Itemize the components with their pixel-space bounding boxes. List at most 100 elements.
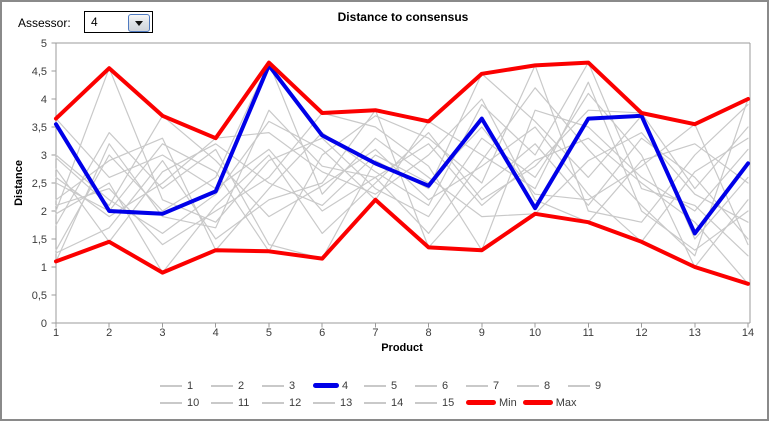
x-tick-label: 11	[583, 327, 594, 339]
legend-item-10[interactable]: 10	[160, 397, 211, 409]
legend-label-2: 2	[238, 379, 245, 392]
series-line-Min	[54, 197, 750, 286]
legend-label-8: 8	[544, 379, 551, 392]
series-line-12	[55, 61, 749, 257]
chevron-down-icon	[135, 20, 143, 26]
series-line-9	[55, 81, 749, 251]
legend-label-6: 6	[442, 379, 449, 392]
legend-label-4: 4	[342, 379, 349, 392]
y-axis-title: Distance	[13, 160, 25, 206]
y-tick-label: 1	[41, 262, 47, 274]
legend-item-12[interactable]: 12	[262, 397, 313, 409]
x-tick-label: 14	[742, 327, 754, 339]
x-tick-label: 2	[106, 327, 112, 339]
legend-marker-8	[517, 384, 539, 387]
legend-item-Max[interactable]: Max	[522, 396, 583, 409]
legend-row-1: 1 2 3 4 5 6 7 8 9	[160, 377, 720, 394]
legend-marker-5	[364, 384, 386, 387]
assessor-dropdown-value: 4	[91, 15, 98, 29]
legend-item-13[interactable]: 13	[313, 397, 364, 409]
x-tick-label: 13	[689, 327, 701, 339]
series-line-8	[55, 109, 749, 254]
legend-label-5: 5	[391, 379, 398, 392]
legend-marker-9	[568, 384, 590, 387]
legend-marker-Max	[522, 400, 553, 405]
legend-marker-11	[211, 401, 233, 404]
assessor-label: Assessor:	[18, 16, 71, 30]
assessor-dropdown[interactable]: 4	[84, 11, 153, 33]
x-tick-label: 7	[372, 327, 378, 339]
legend-marker-14	[364, 401, 386, 404]
series-line-13	[55, 109, 749, 274]
legend-item-Min[interactable]: Min	[466, 397, 523, 409]
legend-label-10: 10	[187, 396, 200, 409]
y-tick-label: 3,5	[32, 122, 47, 134]
series-line-14	[55, 123, 749, 246]
y-tick-label: 3	[41, 150, 47, 162]
legend-item-3[interactable]: 3	[262, 380, 313, 392]
legend-item-15[interactable]: 15	[415, 397, 466, 409]
series-line-4	[54, 63, 750, 236]
series-line-1	[55, 117, 749, 285]
legend-label-13: 13	[340, 396, 353, 409]
y-tick-label: 4	[41, 94, 47, 106]
legend-label-3: 3	[289, 379, 296, 392]
legend-label-Min: Min	[499, 396, 517, 409]
x-tick-label: 3	[159, 327, 165, 339]
x-tick-label: 8	[426, 327, 432, 339]
y-tick-label: 2	[41, 206, 47, 218]
y-tick-label: 5	[41, 38, 47, 50]
legend-marker-13	[313, 401, 335, 404]
legend-marker-3	[262, 384, 284, 387]
legend-item-14[interactable]: 14	[364, 397, 415, 409]
legend-marker-7	[466, 384, 488, 387]
y-tick-label: 2,5	[32, 178, 47, 190]
x-tick-label: 12	[635, 327, 647, 339]
series-line-Max	[54, 60, 750, 141]
x-tick-label: 10	[529, 327, 541, 339]
x-tick-label: 5	[266, 327, 272, 339]
legend-label-14: 14	[391, 396, 404, 409]
legend-item-11[interactable]: 11	[211, 397, 262, 409]
legend-marker-1	[160, 384, 182, 387]
dropdown-arrow-button[interactable]	[128, 14, 150, 32]
legend-row-2: 10 11 12 13 14 15 Min Max	[160, 394, 720, 411]
legend-label-11: 11	[238, 396, 250, 409]
legend-label-7: 7	[493, 379, 500, 392]
legend-marker-Min	[466, 400, 496, 405]
legend-item-7[interactable]: 7	[466, 380, 517, 392]
y-tick-label: 1,5	[32, 234, 47, 246]
legend: 1 2 3 4 5 6 7 8 9 10 11 12 13 14 15 Min Max	[160, 377, 720, 411]
series-line-10	[55, 73, 749, 260]
legend-item-8[interactable]: 8	[517, 380, 568, 392]
x-tick-label: 9	[479, 327, 485, 339]
series-line-11	[55, 64, 749, 252]
legend-label-9: 9	[595, 379, 602, 392]
legend-item-4[interactable]: 4	[313, 380, 364, 392]
legend-label-15: 15	[442, 396, 455, 409]
legend-item-5[interactable]: 5	[364, 380, 415, 392]
legend-marker-4	[313, 383, 339, 388]
legend-label-12: 12	[289, 396, 302, 409]
legend-marker-12	[262, 401, 284, 404]
legend-marker-6	[415, 384, 437, 387]
legend-item-1[interactable]: 1	[160, 380, 211, 392]
x-tick-label: 6	[319, 327, 325, 339]
legend-label-1: 1	[187, 379, 194, 392]
y-tick-label: 0,5	[32, 290, 47, 302]
x-axis-title: Product	[381, 342, 423, 354]
x-tick-label: 4	[213, 327, 219, 339]
series-line-15	[55, 87, 749, 262]
legend-item-2[interactable]: 2	[211, 380, 262, 392]
legend-item-6[interactable]: 6	[415, 380, 466, 392]
legend-marker-10	[160, 401, 182, 404]
y-tick-label: 4,5	[32, 66, 47, 78]
legend-marker-15	[415, 401, 437, 404]
chart-title: Distance to consensus	[337, 10, 469, 24]
legend-item-9[interactable]: 9	[568, 380, 619, 392]
legend-marker-2	[211, 384, 233, 387]
y-tick-label: 0	[41, 318, 47, 330]
legend-label-Max: Max	[555, 396, 577, 409]
